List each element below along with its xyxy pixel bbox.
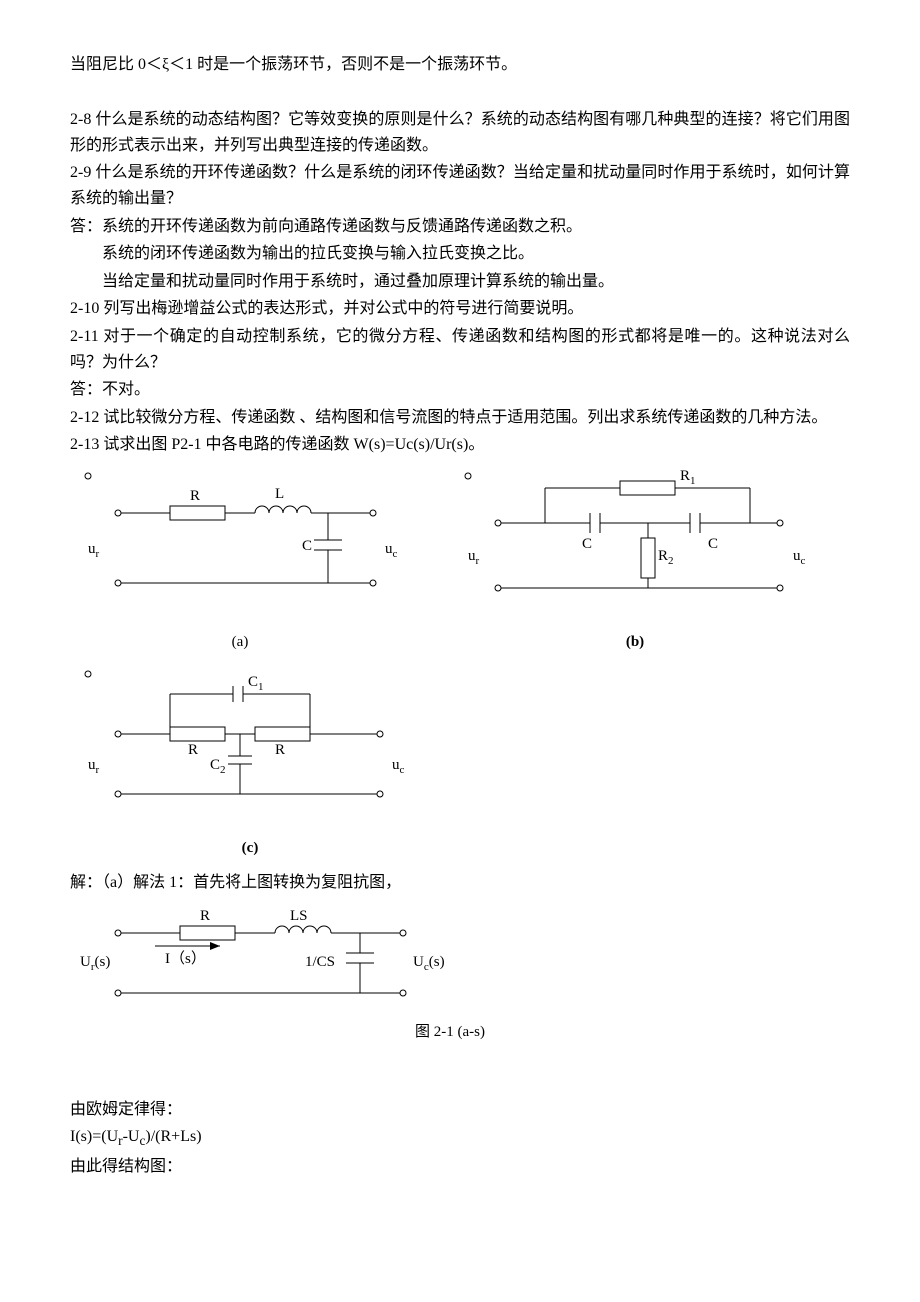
circuit-as: R LS 1/CS Ur(s) I（s） Uc(s) 图 2-1 (a-s) [80, 898, 850, 1044]
label-Rc1: R [188, 742, 198, 758]
q2-10: 2-10 列写出梅逊增益公式的表达形式，并对公式中的符号进行简要说明。 [70, 296, 850, 322]
label-uc: uc [385, 541, 398, 560]
label-Uc-as: Uc(s) [413, 954, 445, 973]
solution-a-line: 解：（a）解法 1：首先将上图转换为复阻抗图， [70, 870, 850, 896]
circuit-c-svg: C1 R R C2 ur uc [70, 664, 430, 834]
label-C2c: C2 [210, 757, 226, 776]
circuit-as-svg: R LS 1/CS Ur(s) I（s） Uc(s) [80, 898, 460, 1018]
label-Rc2: R [275, 742, 285, 758]
label-R1: R1 [680, 468, 696, 487]
label-I-as: I（s） [165, 950, 206, 967]
q2-12: 2-12 试比较微分方程、传递函数 、结构图和信号流图的特点于适用范围。列出求系… [70, 405, 850, 431]
label-CS-as: 1/CS [305, 954, 335, 970]
label-C2: C [708, 536, 718, 552]
label-Ur-as: Ur(s) [80, 954, 110, 973]
label-L: L [275, 486, 284, 502]
label-uc-c: uc [392, 757, 405, 776]
q2-11: 2-11 对于一个确定的自动控制系统，它的微分方程、传递函数和结构图的形式都将是… [70, 324, 850, 375]
a2-9-l1: 答：系统的开环传递函数为前向通路传递函数与反馈通路传递函数之积。 [70, 214, 850, 240]
q2-13: 2-13 试求出图 P2-1 中各电路的传递函数 W(s)=Uc(s)/Ur(s… [70, 432, 850, 458]
circuit-a: R L C ur uc (a) [70, 468, 410, 654]
a2-11: 答：不对。 [70, 377, 850, 403]
label-C1c: C1 [248, 674, 264, 693]
label-ur-b: ur [468, 548, 480, 567]
damping-line: 当阻尼比 0＜ξ＜1 时是一个振荡环节，否则不是一个振荡环节。 [70, 52, 850, 78]
circuit-b-svg: R1 C C R2 ur uc [450, 468, 820, 628]
i-eq: I(s)=(Ur-Uc)/(R+Ls) [70, 1124, 850, 1152]
label-R-as: R [200, 908, 210, 924]
circuit-a-svg: R L C ur uc [70, 468, 410, 628]
label-R: R [190, 488, 200, 504]
ohm-line: 由欧姆定律得： [70, 1097, 850, 1123]
circuit-b: R1 C C R2 ur uc (b) [450, 468, 820, 654]
a2-9-l2: 系统的闭环传递函数为输出的拉氏变换与输入拉氏变换之比。 [70, 241, 850, 267]
struct-line: 由此得结构图： [70, 1154, 850, 1180]
figures-row-1: R L C ur uc (a) [70, 468, 850, 654]
label-C: C [302, 538, 312, 554]
caption-b: (b) [450, 630, 820, 654]
caption-c: (c) [70, 836, 430, 860]
label-uc-b: uc [793, 548, 806, 567]
circuit-c: C1 R R C2 ur uc (c) [70, 664, 430, 860]
figures-row-2: C1 R R C2 ur uc (c) [70, 664, 850, 860]
label-C1: C [582, 536, 592, 552]
label-R2: R2 [658, 548, 674, 567]
label-LS-as: LS [290, 908, 308, 924]
q2-9: 2-9 什么是系统的开环传递函数？什么是系统的闭环传递函数？当给定量和扰动量同时… [70, 160, 850, 211]
a2-9-l3: 当给定量和扰动量同时作用于系统时，通过叠加原理计算系统的输出量。 [70, 269, 850, 295]
caption-as: 图 2-1 (a-s) [50, 1020, 850, 1044]
q2-8: 2-8 什么是系统的动态结构图？它等效变换的原则是什么？系统的动态结构图有哪几种… [70, 107, 850, 158]
caption-a: (a) [70, 630, 410, 654]
label-ur: ur [88, 541, 100, 560]
label-ur-c: ur [88, 757, 100, 776]
